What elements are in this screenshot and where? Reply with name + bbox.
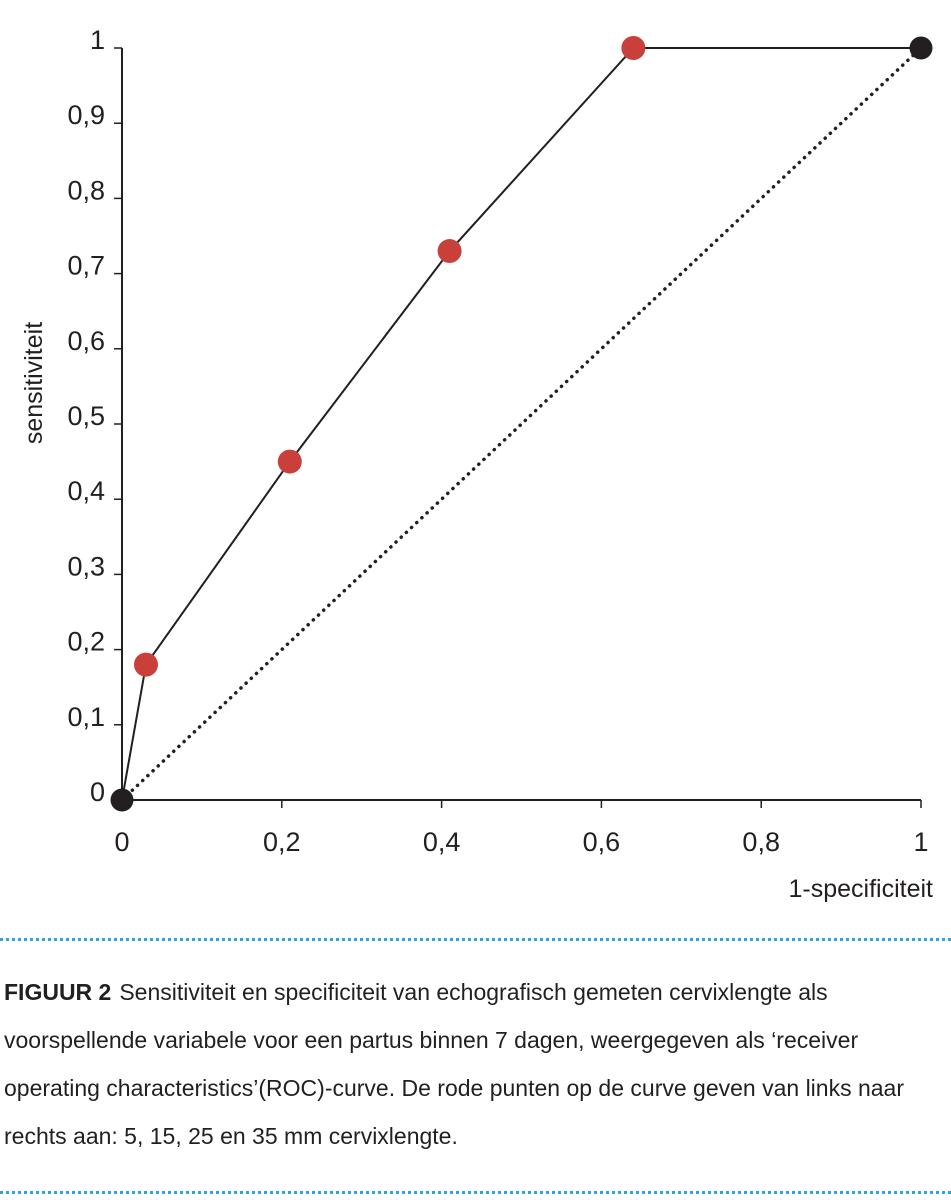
x-tick-label: 0,8 bbox=[742, 827, 780, 857]
data-points bbox=[110, 36, 933, 812]
y-tick-label: 0,3 bbox=[67, 551, 105, 581]
y-tick-label: 0,8 bbox=[67, 175, 105, 205]
x-axis-ticks: 0 0,2 0,4 0,6 0,8 1 bbox=[114, 800, 929, 857]
y-tick-label: 0,4 bbox=[67, 476, 105, 506]
y-axis-ticks: 0 0,1 0,2 0,3 0,4 0,5 0,6 0,7 0,8 0,9 1 bbox=[67, 25, 122, 807]
y-axis-title: sensitiviteit bbox=[20, 322, 48, 444]
roc-point-endpoint bbox=[909, 36, 933, 60]
series-lines bbox=[120, 46, 923, 802]
x-tick-label: 0,4 bbox=[423, 827, 461, 857]
y-tick-label: 0,2 bbox=[67, 627, 105, 657]
roc-curve-line bbox=[121, 47, 921, 801]
caption-label: FIGUUR 2 bbox=[4, 979, 112, 1005]
figure-caption: FIGUUR 2 Sensitiviteit en specificiteit v… bbox=[4, 968, 944, 1160]
roc-point-red bbox=[621, 36, 646, 60]
x-tick-label: 1 bbox=[913, 827, 928, 857]
roc-point-red bbox=[133, 652, 158, 677]
roc-point-red bbox=[437, 239, 462, 264]
x-tick-label: 0,6 bbox=[583, 827, 621, 857]
reference-diagonal-line bbox=[120, 46, 923, 802]
caption-divider-top bbox=[0, 938, 951, 941]
y-tick-label: 0,7 bbox=[67, 251, 105, 281]
caption-divider-bottom bbox=[0, 1191, 951, 1194]
y-tick-label: 0,9 bbox=[67, 100, 105, 130]
y-tick-label: 0 bbox=[90, 777, 105, 807]
caption-text: Sensitiviteit en specificiteit van echog… bbox=[4, 979, 904, 1149]
x-axis-title: 1-specificiteit bbox=[789, 875, 934, 903]
y-tick-label: 0,5 bbox=[67, 401, 105, 431]
roc-point-red bbox=[277, 449, 302, 474]
y-tick-label: 1 bbox=[90, 25, 105, 55]
x-tick-label: 0,2 bbox=[263, 827, 301, 857]
y-tick-label: 0,6 bbox=[67, 326, 105, 356]
roc-chart: 0 0,2 0,4 0,6 0,8 1 0 0,1 0,2 0,3 0,4 0,5 0,6 0,7 0,8… bbox=[20, 25, 934, 903]
roc-point-endpoint bbox=[110, 788, 134, 812]
y-tick-label: 0,1 bbox=[67, 702, 105, 732]
x-tick-label: 0 bbox=[114, 827, 129, 857]
